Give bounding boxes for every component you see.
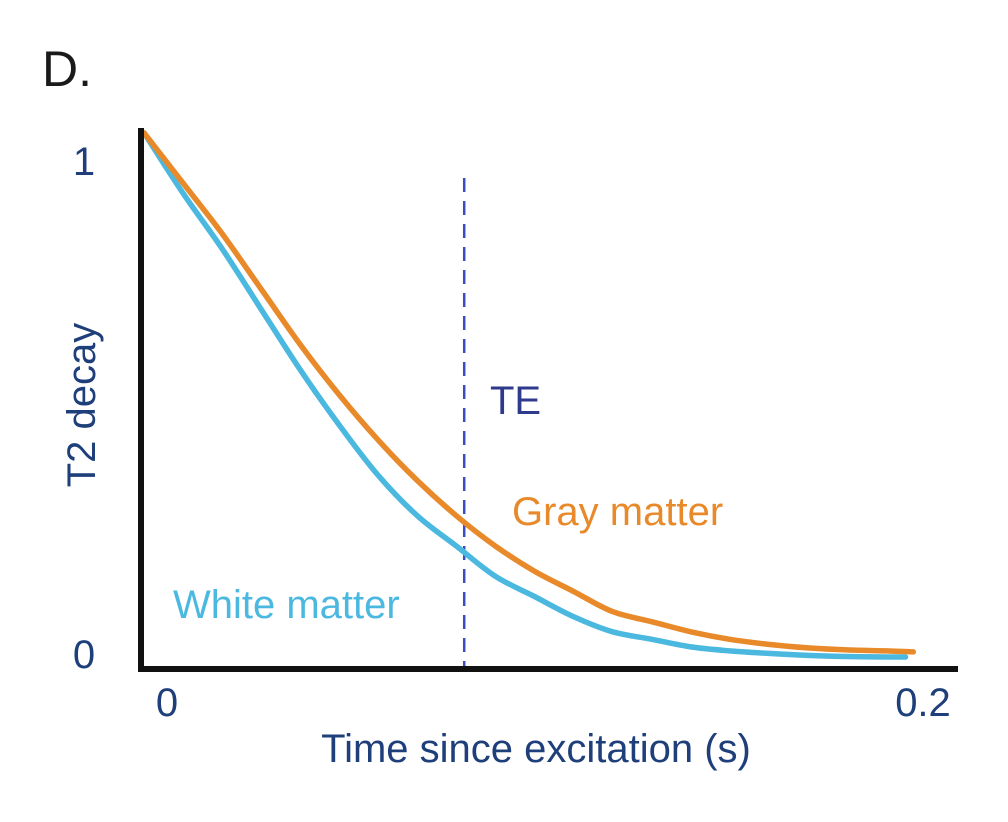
y-tick-label-1: 1 — [73, 140, 95, 184]
y-axis-label: T2 decay — [60, 323, 104, 488]
x-axis-label: Time since excitation (s) — [321, 727, 751, 771]
te-label: TE — [490, 379, 541, 423]
white-matter-label: White matter — [173, 583, 400, 627]
x-tick-label-max: 0.2 — [895, 681, 951, 725]
panel-label: D. — [42, 41, 92, 97]
white-matter-curve — [141, 130, 909, 660]
x-tick-label-0: 0 — [156, 681, 178, 725]
y-tick-label-0: 0 — [73, 633, 95, 677]
gray-matter-label: Gray matter — [512, 490, 723, 534]
gray-matter-curve — [141, 130, 917, 655]
